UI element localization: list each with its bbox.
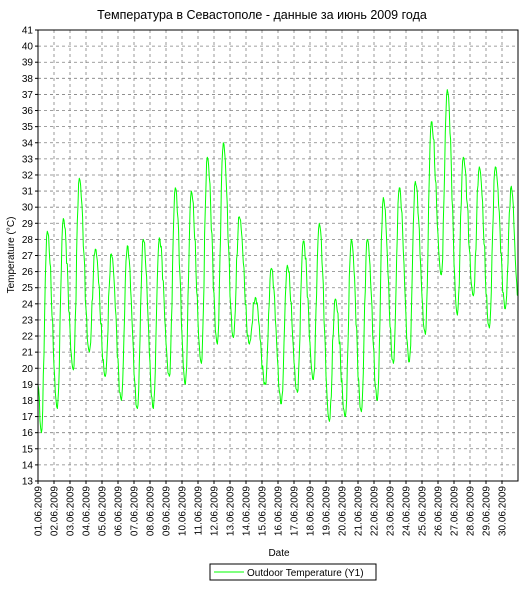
y-tick-label: 28 (22, 235, 34, 246)
y-tick-label: 33 (22, 154, 34, 165)
y-tick-label: 16 (22, 428, 34, 439)
x-tick-label: 30.06.2009 (498, 486, 509, 536)
series-line-outdoor-temperature (37, 89, 519, 434)
x-axis: 01.06.2009 02.06.2009 03.06.2009 04.06.2009… (34, 481, 509, 536)
legend-box (209, 563, 377, 581)
x-tick-label: 09.06.2009 (162, 486, 173, 536)
x-tick-label: 26.06.2009 (434, 486, 445, 536)
y-tick-label: 36 (22, 106, 34, 117)
y-tick-label: 14 (22, 460, 34, 471)
x-tick-label: 29.06.2009 (482, 486, 493, 536)
plot-frame (37, 29, 519, 482)
y-axis-label: Temperature (°C) (6, 217, 17, 294)
x-tick-label: 27.06.2009 (450, 486, 461, 536)
y-tick-label: 21 (22, 348, 34, 359)
x-tick-label: 18.06.2009 (306, 486, 317, 536)
y-tick-label: 35 (22, 122, 34, 133)
y-tick-label: 18 (22, 396, 34, 407)
x-axis-label: Date (268, 548, 290, 559)
legend-label: Outdoor Temperature (Y1) (247, 568, 364, 579)
y-tick-label: 19 (22, 380, 34, 391)
y-tick-label: 27 (22, 251, 34, 262)
y-tick-label: 29 (22, 219, 34, 230)
x-tick-label: 17.06.2009 (290, 486, 301, 536)
y-tick-label: 17 (22, 412, 34, 423)
x-tick-label: 20.06.2009 (338, 486, 349, 536)
y-tick-label: 24 (22, 299, 34, 310)
y-tick-label: 22 (22, 332, 34, 343)
x-tick-label: 13.06.2009 (226, 486, 237, 536)
x-tick-label: 25.06.2009 (418, 486, 429, 536)
x-tick-label: 23.06.2009 (386, 486, 397, 536)
y-tick-label: 34 (22, 138, 34, 149)
y-tick-label: 38 (22, 74, 34, 85)
y-tick-label: 20 (22, 364, 34, 375)
y-tick-label: 15 (22, 444, 34, 455)
y-tick-label: 41 (22, 26, 34, 37)
chart-title: Температура в Севастополе - данные за ию… (97, 8, 427, 22)
legend: Outdoor Temperature (Y1) (209, 563, 377, 581)
x-tick-label: 08.06.2009 (146, 486, 157, 536)
x-tick-label: 19.06.2009 (322, 486, 333, 536)
x-tick-label: 05.06.2009 (98, 486, 109, 536)
y-tick-label: 39 (22, 58, 34, 69)
x-tick-label: 24.06.2009 (402, 486, 413, 536)
y-tick-label: 13 (22, 477, 34, 488)
y-tick-label: 31 (22, 187, 34, 198)
x-tick-label: 10.06.2009 (178, 486, 189, 536)
x-tick-label: 28.06.2009 (466, 486, 477, 536)
x-tick-label: 02.06.2009 (50, 486, 61, 536)
y-tick-label: 25 (22, 283, 34, 294)
y-tick-label: 30 (22, 203, 34, 214)
x-tick-label: 03.06.2009 (66, 486, 77, 536)
x-tick-label: 01.06.2009 (34, 486, 45, 536)
grid (38, 29, 518, 482)
x-tick-label: 11.06.2009 (194, 486, 205, 536)
series-layer (37, 89, 519, 434)
y-tick-label: 23 (22, 315, 34, 326)
y-axis: 13 14 15 16 17 18 19 20 21 22 23 24 25 26 27 28 29 30 31 32… (22, 26, 38, 488)
x-tick-label: 12.06.2009 (210, 486, 221, 536)
x-tick-label: 22.06.2009 (370, 486, 381, 536)
x-tick-label: 04.06.2009 (82, 486, 93, 536)
y-tick-label: 40 (22, 42, 34, 53)
x-tick-label: 21.06.2009 (354, 486, 365, 536)
x-tick-label: 06.06.2009 (114, 486, 125, 536)
y-tick-label: 32 (22, 170, 34, 181)
x-tick-label: 07.06.2009 (130, 486, 141, 536)
x-tick-label: 16.06.2009 (274, 486, 285, 536)
y-tick-label: 26 (22, 267, 34, 278)
x-tick-label: 14.06.2009 (242, 486, 253, 536)
y-tick-label: 37 (22, 90, 34, 101)
x-tick-label: 15.06.2009 (258, 486, 269, 536)
